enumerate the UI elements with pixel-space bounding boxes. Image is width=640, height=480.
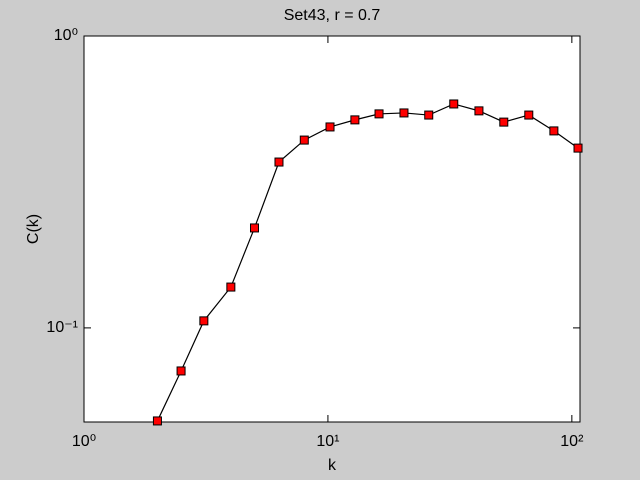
marker [474, 106, 484, 116]
marker [449, 99, 459, 109]
marker [524, 110, 534, 120]
marker [350, 115, 360, 125]
marker [499, 117, 509, 127]
plot-area [83, 35, 581, 423]
marker [573, 143, 583, 153]
y-tick-label: 10⁰ [54, 27, 78, 44]
x-axis-label: k [328, 457, 337, 474]
x-tick-label: 10¹ [316, 433, 339, 450]
chart-title: Set43, r = 0.7 [284, 7, 381, 24]
x-tick-label: 10² [560, 433, 584, 450]
marker [226, 282, 236, 292]
marker [549, 126, 559, 136]
y-axis-label: C(k) [25, 214, 42, 244]
marker [199, 316, 209, 326]
marker [399, 108, 409, 118]
marker [274, 157, 284, 167]
y-tick-label: 10⁻¹ [46, 319, 78, 336]
marker [325, 122, 335, 132]
marker [176, 366, 186, 376]
marker [299, 135, 309, 145]
marker [424, 110, 434, 120]
marker [152, 416, 162, 426]
marker [249, 223, 259, 233]
x-tick-label: 10⁰ [72, 433, 96, 450]
marker [374, 109, 384, 119]
